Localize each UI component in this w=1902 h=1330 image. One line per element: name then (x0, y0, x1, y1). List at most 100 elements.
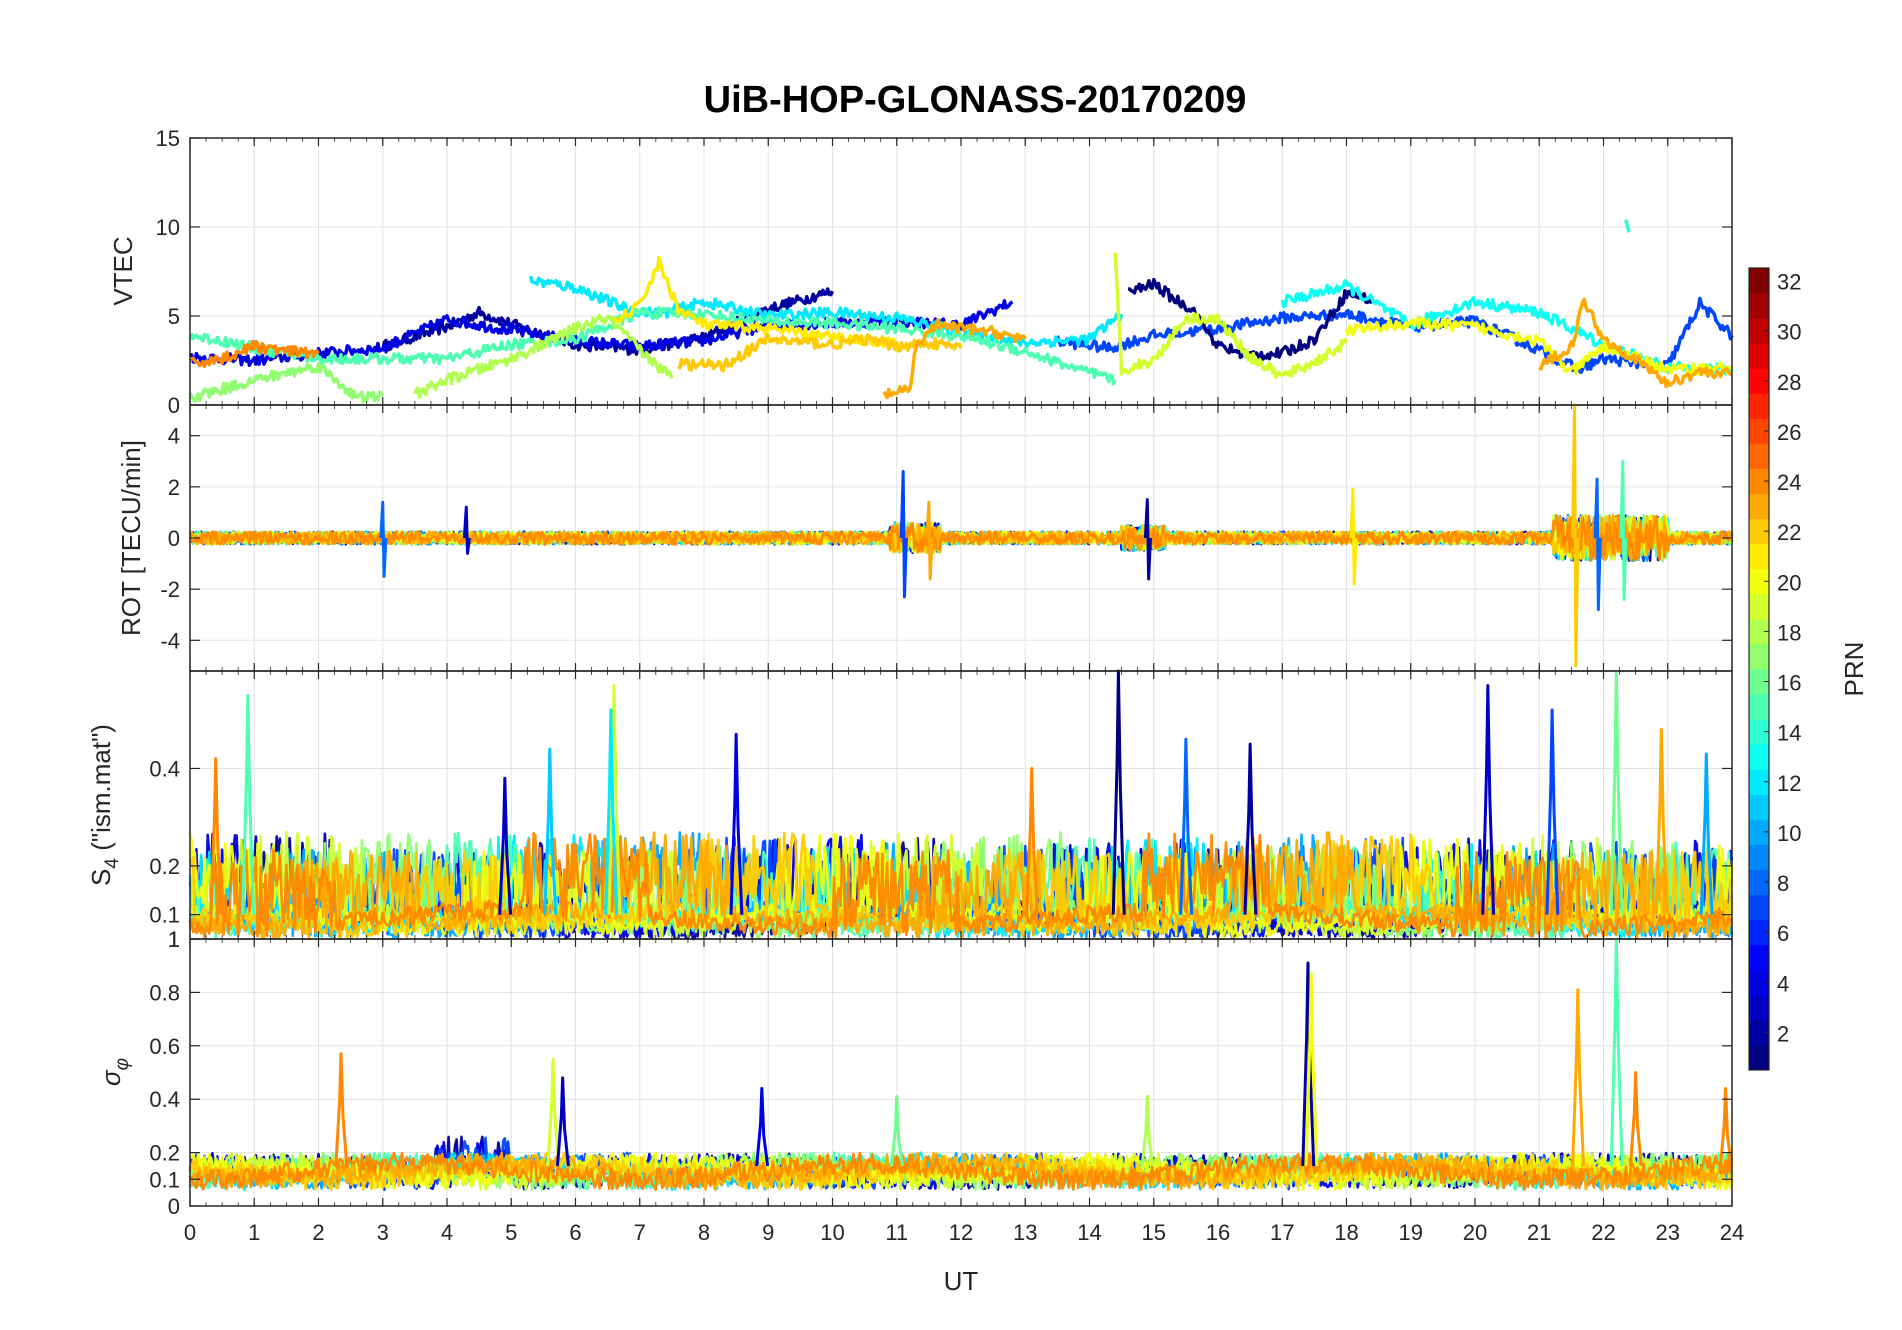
colorbar-cell-25 (1749, 443, 1769, 469)
tick-label-y: 0.1 (149, 903, 180, 928)
colorbar-tick-label: 2 (1777, 1021, 1789, 1046)
colorbar-cell-9 (1749, 844, 1769, 870)
colorbar-tick-label: 18 (1777, 620, 1801, 645)
s4-spike-12 (1545, 708, 1560, 915)
colorbar-cell-30 (1749, 318, 1769, 344)
ylabel-vtec: VTEC (108, 236, 138, 305)
vtec-series-prn-17 (188, 362, 385, 404)
tick-label-x: 8 (698, 1220, 710, 1245)
tick-label-x: 16 (1206, 1220, 1230, 1245)
axes-box-sigma (189, 938, 1733, 1207)
rot-spike-6 (1571, 403, 1580, 668)
tick-label-x: 17 (1270, 1220, 1294, 1245)
panel-sigma: 00.10.20.40.60.81 σφ (96, 927, 1734, 1219)
s4-spike-2 (498, 776, 513, 915)
colorbar-cell-11 (1749, 794, 1769, 820)
rot-spike-3 (925, 500, 934, 581)
rot-series-prn-24 (188, 513, 1733, 563)
sigma-series-prn-24 (189, 1151, 1734, 1191)
colorbar-cell-15 (1749, 694, 1769, 720)
s4-spike-14 (1654, 727, 1669, 915)
series-vtec (188, 219, 1734, 404)
colorbar-tick-label: 6 (1777, 921, 1789, 946)
colorbar-cell-5 (1749, 944, 1769, 971)
tick-label-y: 0.8 (149, 980, 180, 1005)
tick-label-x: 23 (1656, 1220, 1680, 1245)
tick-label-x: 11 (885, 1220, 908, 1245)
tick-label-x: 22 (1591, 1220, 1615, 1245)
colorbar-cell-17 (1749, 643, 1769, 670)
ylabel-s4-rest: ("ism.mat") (86, 724, 116, 858)
series-rot (188, 403, 1734, 668)
s4-spike-5 (604, 708, 619, 915)
x-axis: 0 1 2 3 4 5 6 7 8 9 10 11 12 13 14 15 16 17 18 19 20 21 22 23 24 (184, 1220, 1744, 1245)
tick-label-y: 4 (168, 424, 180, 449)
rot-spike-7 (1593, 477, 1602, 612)
ylabel-s4-main: S (86, 869, 116, 886)
s4-spike-0 (209, 757, 223, 915)
vtec-series-prn-1 (1127, 277, 1374, 361)
colorbar-cell-4 (1749, 969, 1769, 996)
sigma-spike-8 (1571, 988, 1586, 1167)
colorbar-cell-24 (1749, 468, 1769, 495)
tick-label-x: 21 (1527, 1220, 1551, 1245)
vtec-series-prn-20 (1344, 316, 1733, 376)
tick-label-x: 18 (1334, 1220, 1358, 1245)
rot-spike-5 (1349, 487, 1358, 586)
vtec-series-prn-12 (528, 275, 1124, 349)
colorbar-tick-label: 10 (1777, 821, 1801, 846)
colorbar-cell-6 (1749, 919, 1769, 946)
ticks-s4: 0.1 0.2 0.4 1 (149, 671, 1733, 952)
tick-label-y-top: 1 (168, 927, 180, 952)
tick-label-x: 14 (1077, 1220, 1101, 1245)
sigma-spike-0 (334, 1052, 349, 1167)
vtec-series-prn-4 (188, 299, 1014, 367)
colorbar-cell-18 (1749, 618, 1769, 645)
rot-spike-4 (1143, 498, 1153, 581)
colorbar-cell-14 (1749, 719, 1769, 745)
sigma-spike-4 (890, 1095, 905, 1167)
colorbar-cell-26 (1749, 418, 1769, 444)
colorbar-cell-16 (1749, 669, 1769, 695)
tick-label-y: 2 (168, 475, 180, 500)
tick-label-x: 5 (505, 1220, 517, 1245)
colorbar-cell-1 (1749, 1044, 1769, 1071)
panel-rot: -4 -2 0 2 4 ROT [TECU/min] (116, 403, 1734, 672)
vtec-series-prn-14 (1624, 219, 1631, 233)
colorbar-cell-12 (1749, 769, 1769, 795)
tick-label-x: 15 (1142, 1220, 1166, 1245)
tick-label-y: 15 (156, 126, 180, 151)
colorbar-tick-label: 8 (1777, 871, 1789, 896)
s4-spike-6 (729, 732, 744, 915)
vtec-series-prn-23 (1538, 297, 1733, 389)
s4-spike-7 (1025, 766, 1039, 915)
tick-label-x: 0 (184, 1220, 196, 1245)
colorbar-tick-label: 16 (1777, 671, 1801, 696)
tick-label-y: 0.4 (149, 756, 180, 781)
colorbar-cell-10 (1749, 819, 1769, 845)
vtec-series-prn-24 (188, 339, 320, 369)
s4-series-prn-24 (188, 831, 1734, 940)
series-sigma (188, 937, 1734, 1192)
s4-spike-1 (241, 693, 256, 915)
panel-s4: 0.1 0.2 0.4 1 S4 ("ism.mat") (86, 669, 1734, 952)
colorbar-tick-label: 30 (1777, 320, 1801, 345)
s4-spike-3 (543, 747, 558, 915)
rot-spike-8 (1619, 459, 1628, 601)
colorbar-cell-7 (1749, 894, 1769, 921)
colorbar-cell-20 (1749, 568, 1769, 595)
sigma-spike-11 (1718, 1087, 1733, 1167)
colorbar-cell-29 (1749, 343, 1769, 369)
tick-label-y: 0.2 (149, 1141, 180, 1166)
vtec-series-prn-22 (677, 333, 963, 373)
colorbar-cell-23 (1749, 493, 1769, 520)
tick-label-x: 13 (1013, 1220, 1037, 1245)
colorbar-tick-label: 26 (1777, 420, 1801, 445)
sigma-spike-3 (755, 1087, 770, 1167)
ylabel-s4-sub: 4 (102, 858, 123, 869)
s4-spike-15 (1699, 752, 1714, 915)
tick-label-y: 0.4 (149, 1087, 180, 1112)
tick-label-y: 0.2 (149, 854, 180, 879)
